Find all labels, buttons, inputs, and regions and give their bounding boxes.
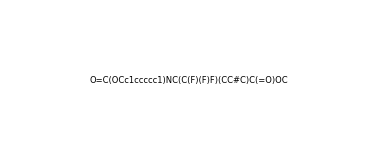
Text: O=C(OCc1ccccc1)NC(C(F)(F)F)(CC#C)C(=O)OC: O=C(OCc1ccccc1)NC(C(F)(F)F)(CC#C)C(=O)OC [90,76,288,86]
